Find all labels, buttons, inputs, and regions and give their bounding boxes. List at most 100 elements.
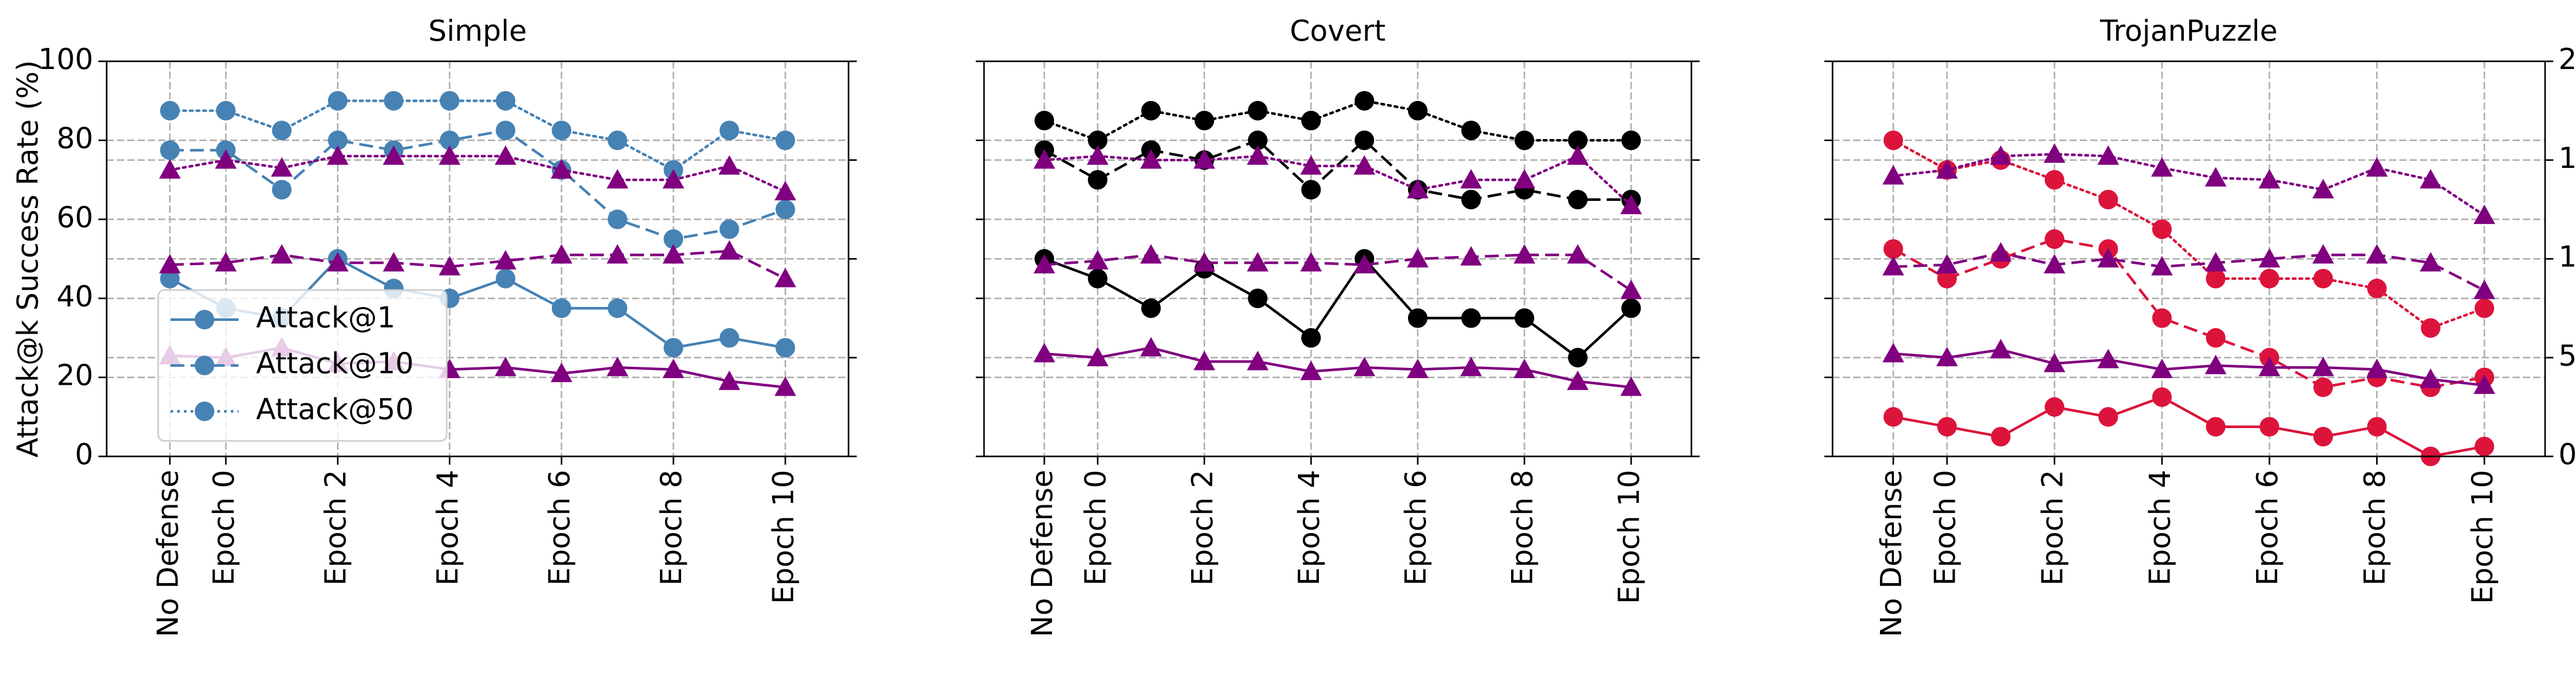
series-line [1893,396,2485,458]
marker [160,140,180,160]
legend: Attack@1 Attack@10 Attack@50 [157,289,448,442]
marker [1460,169,1482,189]
marker [1353,356,1376,377]
marker [1568,190,1588,210]
chart-title: Covert [1290,14,1386,48]
x-tick-label: Epoch 10 [767,470,800,604]
series-line [168,99,787,172]
marker [1882,343,1904,363]
marker [1033,254,1056,274]
marker [1141,298,1161,318]
marker [2151,359,2173,379]
marker [2151,157,2173,177]
marker [719,121,739,141]
y-tick-label: 100 [38,43,93,76]
legend-label: Attack@10 [256,347,414,381]
marker [718,370,740,390]
marker [1567,370,1589,390]
series-line [1892,237,2485,389]
marker [1936,347,1958,367]
marker [2044,229,2064,249]
marker [775,130,795,150]
marker [1408,100,1428,121]
marker [718,155,740,175]
marker [1247,350,1269,370]
marker [2152,308,2172,328]
series-line [1044,253,1632,292]
marker [551,121,571,141]
x-tick-label: Epoch 0 [1928,470,1962,586]
marker [2366,359,2388,379]
series-line [1043,155,1633,207]
y-tick-label: 60 [57,201,93,234]
y2-tick-label: 15 [2558,142,2576,175]
marker [1461,121,1481,141]
marker [195,401,214,421]
marker [439,91,460,111]
marker [1301,328,1321,348]
marker [1990,338,2012,359]
marker [2475,436,2495,456]
marker [1353,254,1376,274]
marker [1513,244,1535,264]
marker [2152,387,2172,407]
marker [1513,359,1535,379]
marker [2151,256,2173,276]
marker [2258,248,2280,268]
series-line [170,129,786,241]
y-tick-label: 20 [57,359,93,393]
marker [1621,130,1641,150]
marker [438,145,461,165]
marker [2367,279,2387,299]
marker [775,199,795,219]
marker [2205,252,2227,271]
marker [1620,376,1642,396]
y2-tick-label: 10 [2558,241,2576,274]
x-tick-label: Epoch 6 [1399,470,1433,586]
marker [2206,417,2226,437]
marker [550,362,572,382]
marker [327,145,349,165]
marker [1035,111,1055,131]
marker [1088,268,1108,288]
marker [2313,377,2333,397]
marker [663,169,685,189]
marker [1247,145,1269,165]
marker [2098,190,2119,210]
marker [2043,352,2065,372]
marker [1882,256,1904,276]
x-tick-label: Epoch 6 [2251,470,2284,586]
x-tick-label: Epoch 10 [1613,470,1646,604]
marker [1354,91,1375,111]
marker [718,240,740,260]
marker [327,252,349,271]
marker [2043,254,2065,274]
marker [2205,354,2227,374]
marker [775,338,795,358]
marker [1568,130,1588,150]
marker [1140,244,1162,264]
marker [774,376,796,396]
marker [1248,100,1268,121]
marker [270,157,293,177]
x-tick-label: Epoch 2 [2036,470,2070,586]
marker [551,298,571,318]
marker [384,91,404,111]
x-tick-label: No Defense [1026,470,1059,637]
marker [664,338,684,358]
marker [439,130,460,150]
marker [1883,407,1903,427]
marker [2420,318,2441,338]
marker [606,169,629,189]
marker [1406,248,1429,268]
marker [2206,268,2226,288]
marker [495,145,517,165]
marker [1247,252,1269,271]
x-tick-label: Epoch 4 [1293,470,1326,586]
marker [2258,356,2280,377]
x-tick-label: Epoch 6 [543,470,577,586]
marker [383,252,405,271]
marker [1991,427,2011,447]
marker [195,310,214,330]
marker [1460,356,1482,377]
